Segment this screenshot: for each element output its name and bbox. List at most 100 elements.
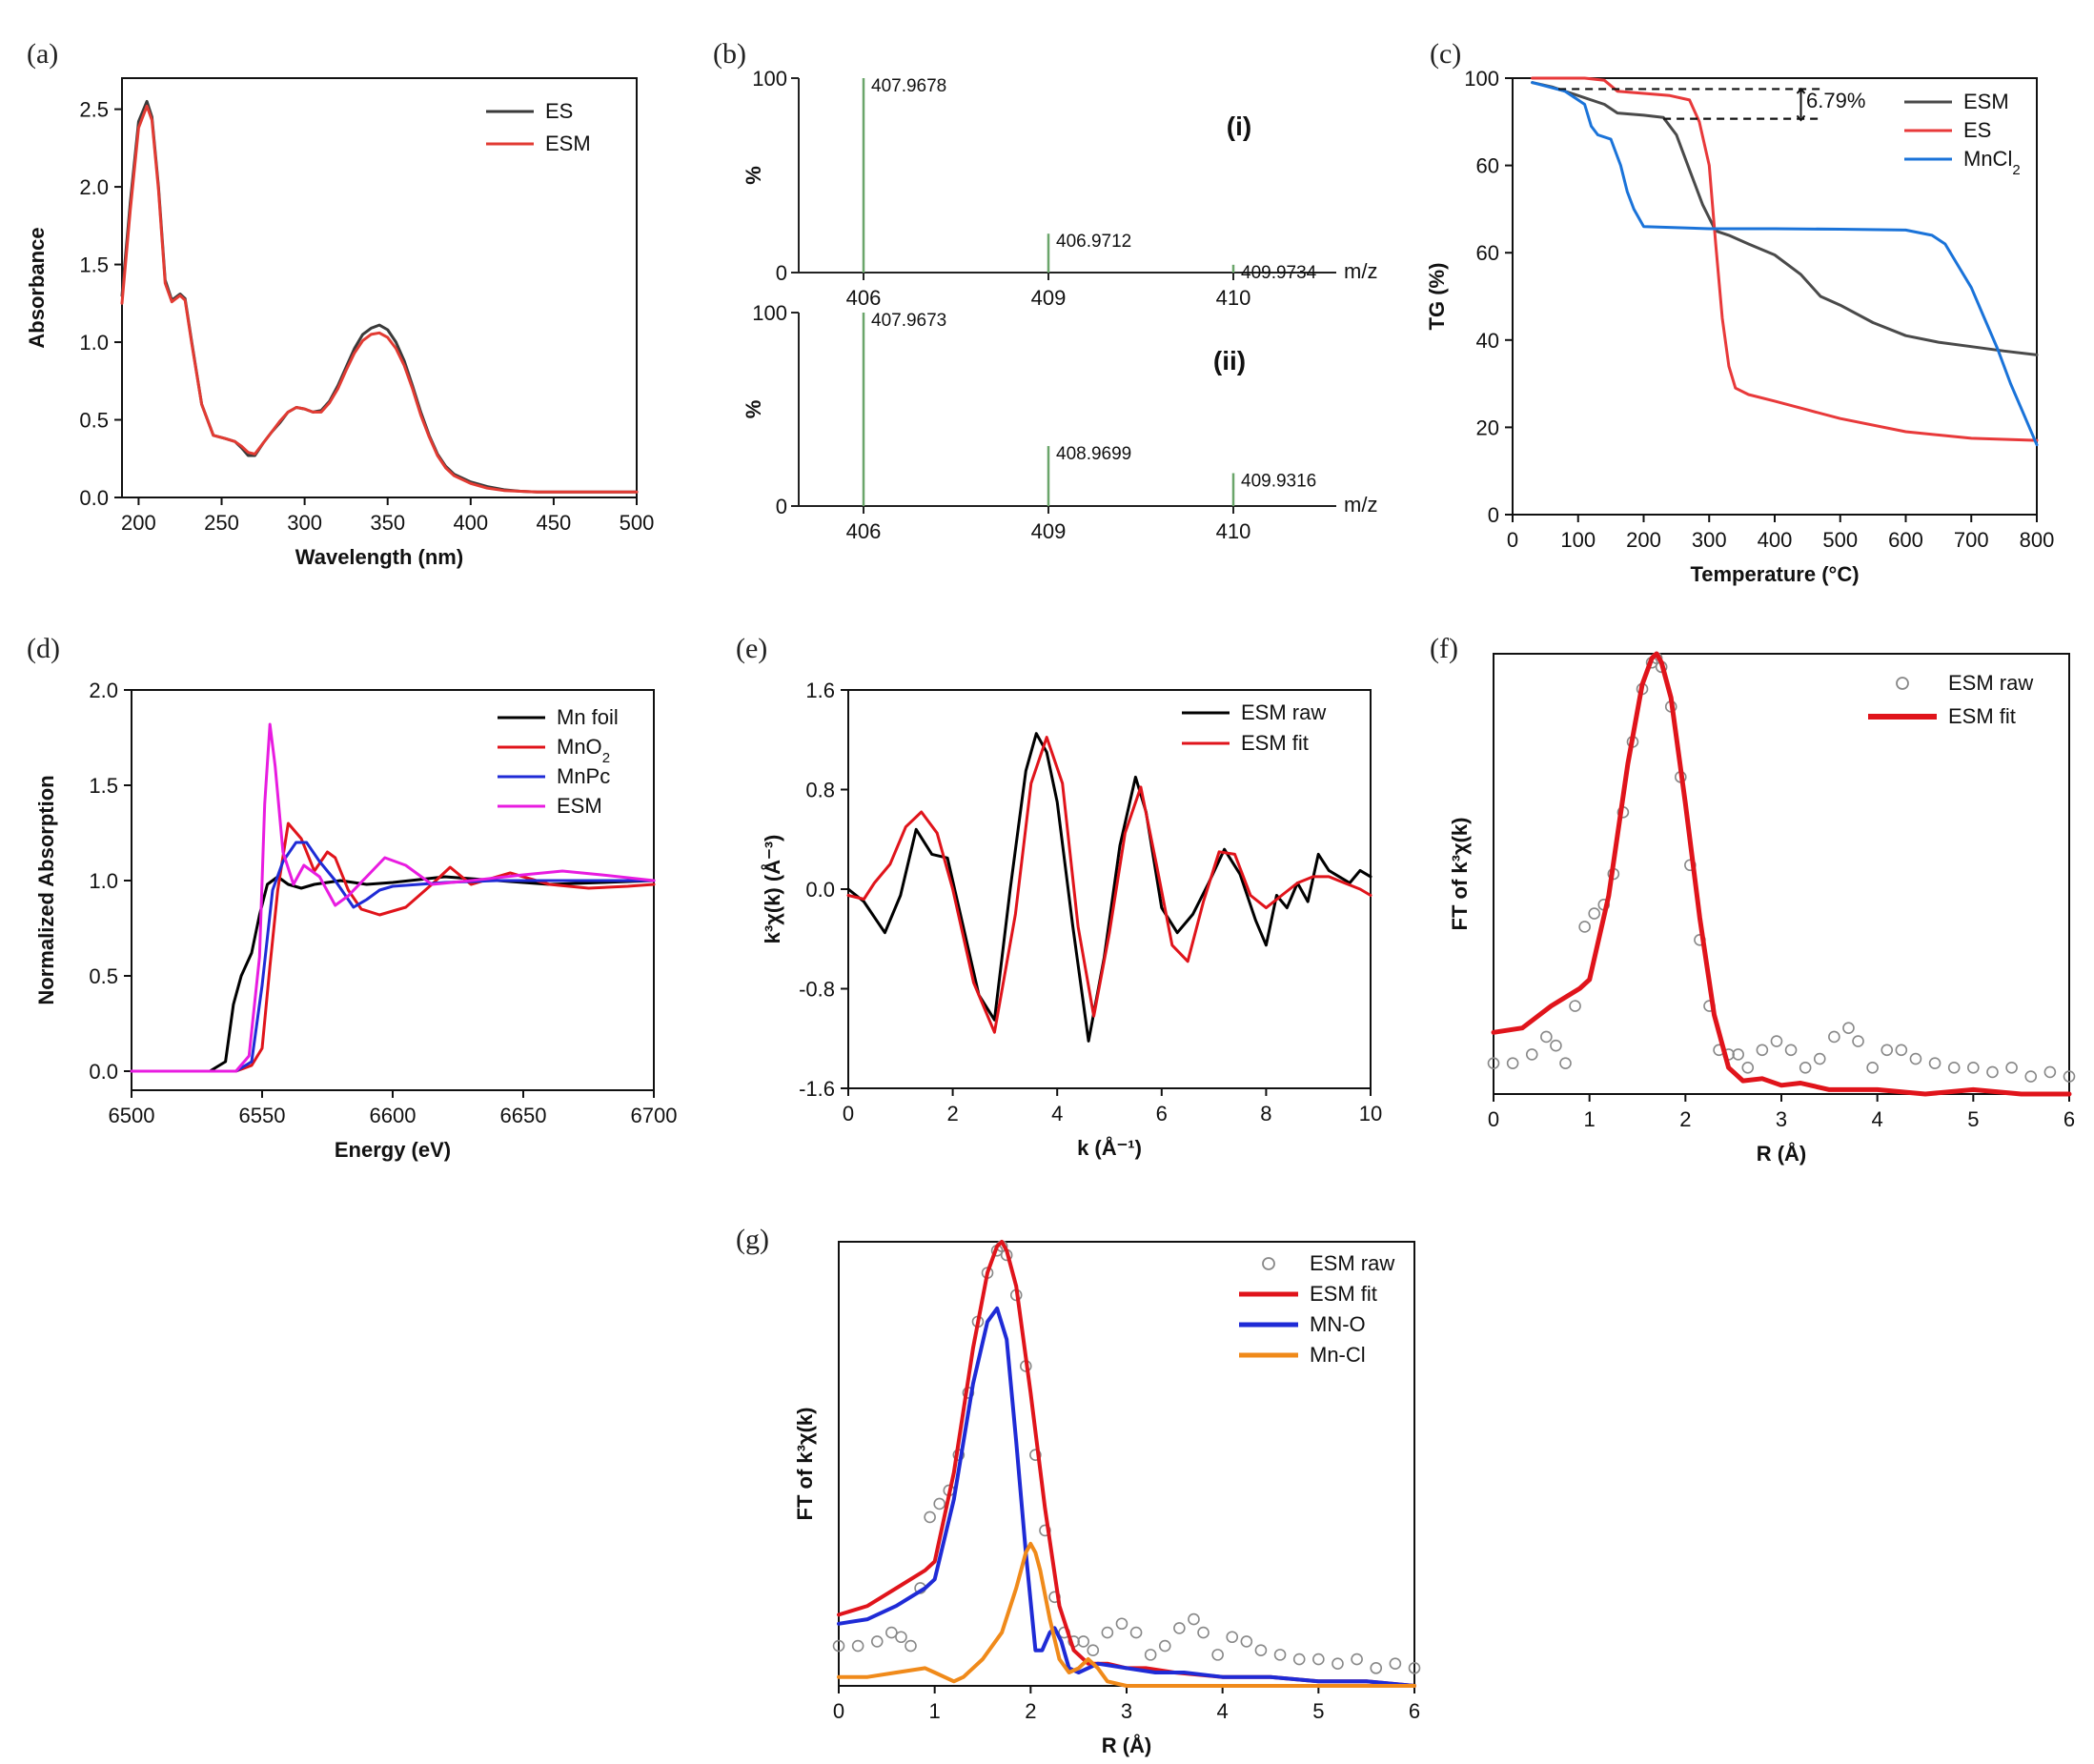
x-tick-label: 250 (204, 511, 239, 535)
data-point (1578, 921, 1591, 933)
data-point (1540, 1030, 1553, 1044)
data-point (851, 1639, 864, 1652)
data-point (1087, 1644, 1100, 1657)
y-tick-label: 1.6 (805, 679, 835, 702)
x-tick-label: 800 (2020, 528, 2055, 552)
chart-e: 0 2 4 6 8 10 -1.6 -0.8 0.0 0.8 1.6 k (Å⁻¹) k³χ(k) (Å… (760, 679, 1382, 1160)
data-point (1588, 907, 1600, 920)
legend-label: ESM fit (1241, 731, 1309, 755)
y-tick-label: 1.0 (79, 331, 109, 355)
x-tick-label: 0 (833, 1699, 844, 1723)
data-point (1756, 1044, 1769, 1057)
weight-loss-annotation: 6.79% (1806, 89, 1865, 112)
data-point (1506, 1057, 1519, 1069)
x-axis-label: Wavelength (nm) (295, 545, 463, 569)
y-tick-label: 40 (1476, 329, 1499, 353)
x-tick-label: 4 (1872, 1107, 1883, 1131)
data-point (1029, 1449, 1042, 1461)
series-line-esm (130, 722, 656, 1073)
legend-label: Mn foil (557, 705, 619, 729)
ms-x-tick-label: 409 (1031, 519, 1067, 543)
ms-x-tick-label: 410 (1216, 519, 1251, 543)
y-tick-label: 0.5 (79, 409, 109, 433)
plot-frame (1512, 77, 2038, 516)
data-point (1881, 1044, 1894, 1057)
data-point (1039, 1524, 1051, 1537)
legend-label: ES (1963, 118, 1991, 142)
series-line-mn-foil (130, 875, 656, 1073)
data-point (1197, 1626, 1210, 1639)
legend-label: ESM (1963, 90, 2009, 113)
data-point (1770, 1035, 1783, 1047)
ms-x-tick-label: 410 (1216, 286, 1251, 310)
series-line-esm (1531, 81, 2039, 356)
data-point (1928, 1057, 1942, 1069)
data-point (1254, 1644, 1268, 1657)
x-tick-label: 0 (1507, 528, 1518, 552)
y-tick-label: 1.5 (79, 253, 109, 277)
panel-letter-e: (e) (736, 633, 767, 664)
series-line-esm-fit (846, 736, 1372, 1034)
y-tick-label: -0.8 (799, 978, 835, 1002)
x-tick-label: 1 (1584, 1107, 1596, 1131)
data-point (2024, 1070, 2038, 1083)
data-point (1866, 1061, 1879, 1074)
chart-a: 200 250 300 350 400 450 500 0.0 0.5 1.0 1.5 2.0 2.5 W… (25, 77, 654, 569)
ms-peak-label: 408.9699 (1056, 444, 1131, 464)
x-tick-label: 3 (1121, 1699, 1132, 1723)
series-line-mno-2 (130, 821, 656, 1073)
data-point (1967, 1061, 1980, 1074)
y-tick-label: 2.0 (89, 679, 118, 702)
x-tick-label: 6 (1409, 1699, 1420, 1723)
legend-label: ESM fit (1310, 1282, 1377, 1306)
x-tick-label: 400 (453, 511, 488, 535)
data-point (1129, 1626, 1143, 1639)
y-tick-label: 0.5 (89, 964, 118, 988)
y-tick-label: 20 (1476, 416, 1499, 439)
panel-letter-c: (c) (1430, 38, 1461, 70)
series-line-mnpc (130, 841, 656, 1073)
chart-d: 6500 6550 6600 6650 6700 0.0 0.5 1.0 1.5 2.0 Energ… (34, 679, 677, 1162)
data-point (2043, 1065, 2057, 1079)
data-point (1828, 1030, 1840, 1044)
x-tick-label: 600 (1888, 528, 1923, 552)
x-tick-label: 6 (2064, 1107, 2075, 1131)
legend-swatch (1896, 677, 1909, 690)
x-tick-label: 350 (370, 511, 405, 535)
data-point (1240, 1635, 1253, 1648)
legend-label: ESM (557, 794, 602, 818)
panel-letter-f: (f) (1430, 633, 1458, 664)
y-tick-label: 2.5 (79, 98, 109, 122)
panel-letter-a: (a) (27, 38, 58, 70)
panel-letter-b: (b) (713, 38, 746, 70)
data-point (1144, 1649, 1157, 1661)
chart-b: 100 0% m/z 406 409 410 407.9678 406.9712 409.973… (742, 67, 1377, 543)
ms-y-tick-label: 0 (776, 495, 787, 518)
x-tick-label: 4 (1051, 1102, 1063, 1125)
y-tick-label: 0 (1488, 503, 1499, 527)
data-point (1842, 1022, 1855, 1034)
data-point (895, 1631, 907, 1644)
data-point (1370, 1662, 1383, 1674)
legend-label: Mn-Cl (1310, 1343, 1366, 1367)
legend-label: ES (545, 99, 573, 123)
x-axis-label: Temperature (°C) (1690, 562, 1859, 586)
x-tick-label: 3 (1776, 1107, 1787, 1131)
x-tick-label: 2 (1025, 1699, 1036, 1723)
x-tick-label: 6500 (109, 1104, 155, 1127)
legend-label: MnO2 (557, 735, 610, 766)
x-tick-label: 4 (1217, 1699, 1229, 1723)
x-tick-label: 6700 (631, 1104, 678, 1127)
y-tick-label: 0.0 (805, 878, 835, 902)
data-point (924, 1511, 936, 1524)
series-line-es (1531, 76, 2039, 442)
y-axis-label: Normalized Absorption (34, 775, 58, 1004)
x-tick-label: 6650 (500, 1104, 547, 1127)
data-point (933, 1497, 946, 1511)
data-point (1799, 1061, 1812, 1074)
data-point (1909, 1052, 1922, 1065)
series-esm-raw (832, 1240, 1421, 1674)
data-point (1188, 1612, 1200, 1626)
x-tick-label: 100 (1560, 528, 1596, 552)
x-tick-label: 300 (287, 511, 322, 535)
